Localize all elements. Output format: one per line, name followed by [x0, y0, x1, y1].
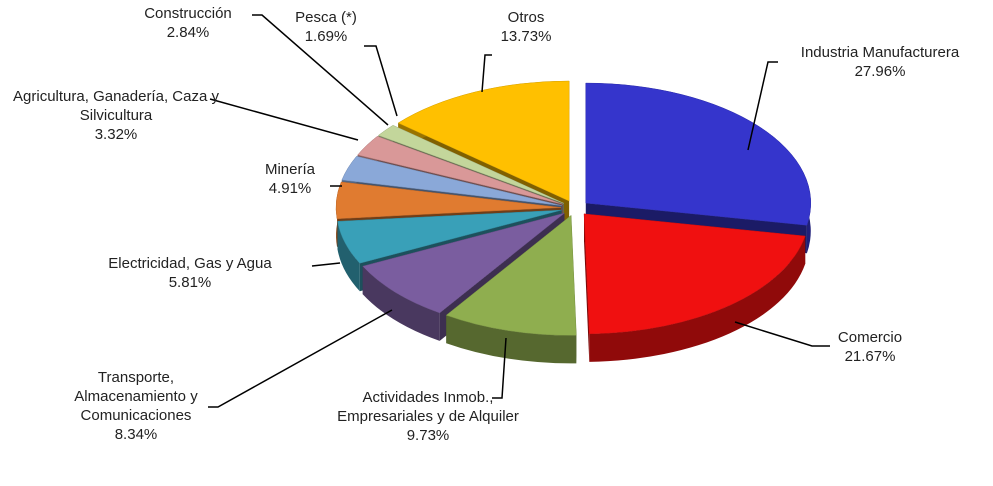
leader-line [364, 45, 398, 117]
data-label: Comercio 21.67% [800, 328, 940, 366]
data-label: Pesca (*) 1.69% [271, 8, 381, 46]
value-label: 3.32% [94, 126, 138, 143]
category-label: Pesca (*) [295, 9, 357, 26]
slice-side [446, 315, 577, 364]
leader-line [481, 54, 492, 93]
data-label: Agricultura, Ganadería, Caza y Silvicult… [6, 87, 226, 144]
category-label: Otros [507, 9, 545, 26]
value-label: 27.96% [854, 63, 906, 80]
leader-line [492, 337, 507, 399]
data-label: Construcción 2.84% [123, 4, 253, 42]
category-label: Minería [264, 161, 316, 178]
value-label: 9.73% [406, 427, 450, 444]
value-label: 8.34% [114, 426, 158, 443]
leader-line [311, 262, 341, 267]
pie-slice [583, 213, 806, 335]
leader-line [252, 14, 389, 126]
value-label: 21.67% [844, 348, 896, 365]
category-label: Transporte, Almacenamiento y Comunicacio… [74, 369, 198, 424]
slice-wall [584, 213, 590, 362]
slice-side [362, 266, 440, 341]
slice-side [337, 221, 360, 292]
data-label: Minería 4.91% [230, 160, 350, 198]
value-label: 4.91% [268, 180, 312, 197]
category-label: Agricultura, Ganadería, Caza y Silvicult… [13, 88, 219, 124]
value-label: 2.84% [166, 24, 210, 41]
value-label: 5.81% [168, 274, 212, 291]
category-label: Electricidad, Gas y Agua [108, 255, 272, 272]
data-label: Actividades Inmob., Empresariales y de A… [321, 388, 536, 445]
pie-slice [357, 135, 563, 205]
pie-slice [585, 82, 811, 226]
leader-lines [208, 14, 830, 408]
value-label: 1.69% [304, 28, 348, 45]
data-label: Transporte, Almacenamiento y Comunicacio… [56, 368, 216, 444]
leader-line [208, 309, 393, 408]
pie-slice [362, 212, 565, 314]
data-label: Industria Manufacturera 27.96% [770, 43, 990, 81]
pie-slice [397, 80, 570, 202]
data-label: Electricidad, Gas y Agua 5.81% [70, 254, 310, 292]
data-label: Otros 13.73% [476, 8, 576, 46]
pie-slice [445, 214, 577, 336]
category-label: Comercio [837, 329, 903, 346]
category-label: Actividades Inmob., Empresariales y de A… [337, 389, 519, 425]
value-label: 13.73% [500, 28, 552, 45]
leader-line [747, 61, 778, 151]
slice-side [589, 236, 806, 362]
pie-slice [341, 155, 562, 206]
pie-slice [337, 209, 562, 264]
category-label: Industria Manufacturera [800, 44, 960, 61]
leader-line [734, 321, 830, 347]
leader-line [209, 98, 359, 141]
pie-slice [377, 124, 565, 204]
pie-slice [335, 181, 562, 220]
slice-tops [335, 80, 811, 336]
category-label: Construcción [144, 5, 232, 22]
